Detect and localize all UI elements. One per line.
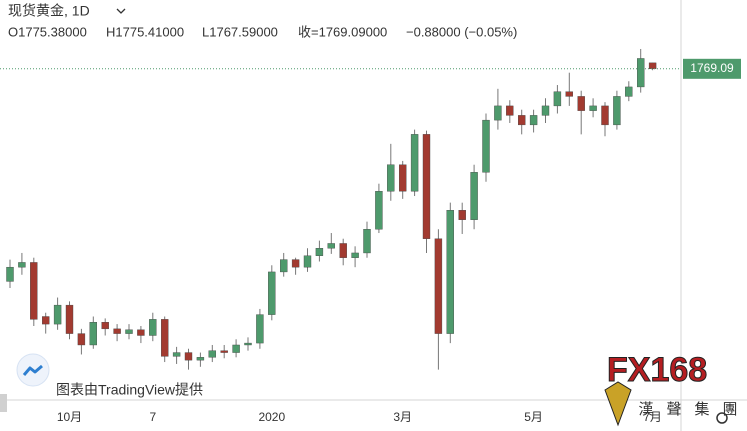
candle-body (303, 255, 312, 268)
watermark-char: 聲 (666, 401, 681, 418)
candle-body (601, 105, 609, 126)
watermark-char: 團 (722, 401, 737, 418)
candle-body (125, 329, 133, 334)
watermark-char: 集 (694, 401, 709, 418)
candle-body (18, 262, 26, 268)
scroll-tab[interactable] (0, 394, 7, 412)
candle-body (518, 115, 526, 126)
candle-body (482, 119, 490, 173)
candle-body (113, 328, 121, 334)
candle-body (291, 259, 300, 268)
candle-body (565, 91, 573, 97)
x-tick-label: 7月 (643, 410, 662, 424)
candle-body (208, 350, 217, 358)
watermark-char: 漢 (638, 401, 653, 418)
watermark-logo: FX168 (607, 351, 707, 389)
x-tick-label: 7 (149, 410, 156, 424)
x-tick-label: 2020 (258, 410, 285, 424)
candle-body (399, 164, 407, 192)
candle-body (625, 86, 633, 97)
candle-body (494, 105, 502, 121)
ohlc-legend: O1775.38000 H1775.41000 L1767.59000 收=1769.… (8, 24, 517, 39)
last-price-box (683, 58, 741, 79)
candle-body (446, 210, 454, 334)
x-tick-label: 3月 (393, 410, 412, 424)
candle-body (506, 105, 514, 116)
candle-body (529, 115, 538, 126)
candle-body (77, 333, 86, 346)
candle-body (410, 134, 419, 192)
watermark-emblem (604, 381, 632, 427)
candle-body (553, 91, 562, 107)
last-price-label: 1769.09 (690, 61, 734, 75)
settings-icon[interactable] (716, 412, 728, 424)
candle-body (30, 262, 38, 320)
candle-body (137, 329, 145, 336)
candle-body (220, 350, 228, 353)
candle-body (351, 252, 359, 258)
candles (6, 48, 657, 370)
candle-body (589, 105, 597, 111)
candle-body (363, 229, 371, 254)
ohlc-value: L1767.59000 (202, 24, 278, 39)
candle-body (160, 319, 169, 357)
candle-body (184, 352, 193, 361)
candle-body (422, 134, 431, 239)
candle-body (53, 304, 62, 325)
candle-body (375, 191, 383, 230)
candle-body (65, 304, 74, 334)
candle-body (648, 62, 657, 70)
candle-body (256, 314, 264, 344)
ohlc-value: O1775.38000 (8, 24, 87, 39)
candle-body (89, 322, 98, 346)
tv-logo-mark (22, 364, 43, 376)
ohlc-value: 收=1769.09000 (298, 24, 387, 39)
candle-body (172, 352, 181, 357)
candle-body (613, 96, 621, 126)
chart-title: 现货黄金, 1D (8, 3, 90, 19)
candle-body (280, 259, 288, 273)
candle-body (577, 96, 585, 111)
candle-body (101, 322, 109, 330)
ohlc-value: −0.88000 (−0.05%) (406, 24, 517, 39)
candle-body (470, 172, 478, 220)
ohlc-value: H1775.41000 (106, 24, 184, 39)
attribution: 图表由TradingView提供 (56, 382, 203, 398)
dropdown-icon[interactable] (116, 8, 126, 14)
watermark-subtitle: 漢聲集團 (638, 401, 737, 418)
candle-body (434, 238, 443, 334)
candle-body (541, 105, 550, 116)
candle-body (196, 357, 205, 361)
x-tick-label: 10月 (57, 410, 82, 424)
candle-body (232, 344, 240, 353)
candle-body (327, 243, 335, 249)
candle-body (6, 266, 14, 282)
candle-body (149, 319, 157, 336)
candle-body (244, 342, 252, 346)
candle-body (42, 316, 50, 325)
candle-body (268, 271, 276, 315)
candle-body (315, 248, 324, 256)
candle-body (637, 58, 645, 88)
candle-body (339, 243, 347, 258)
candle-body (387, 164, 395, 192)
candle-body (458, 210, 466, 220)
x-tick-label: 5月 (524, 410, 543, 424)
